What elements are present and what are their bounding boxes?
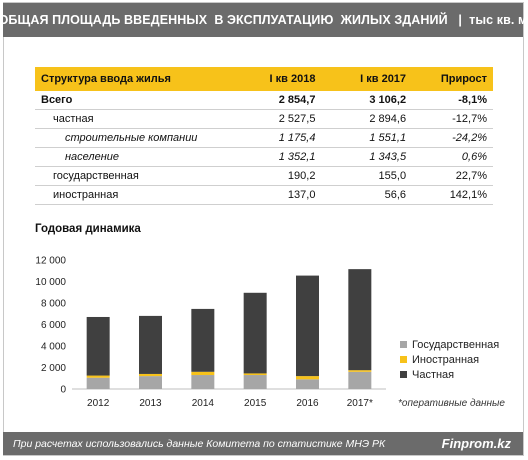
row-value-2018: 2 527,5 xyxy=(230,109,322,129)
bar-государственная-2016 xyxy=(296,379,319,389)
row-label: государственная xyxy=(35,166,231,186)
table-row: государственная 190,2 155,0 22,7% xyxy=(35,166,493,186)
bar-государственная-2015 xyxy=(243,375,267,389)
bar-иностранная-2013 xyxy=(139,373,162,377)
bar-иностранная-2016 xyxy=(296,376,319,380)
row-growth: -8,1% xyxy=(412,91,493,110)
row-value-2017: 3 106,2 xyxy=(321,91,413,110)
x-tick-label: 2015 xyxy=(244,398,267,409)
bar-иностранная-2014 xyxy=(191,371,215,376)
bar-частная-2017* xyxy=(348,269,372,371)
bar-частная-2015 xyxy=(243,292,267,374)
title-bar: ОБЩАЯ ПЛОЩАДЬ ВВЕДЕННЫХ В ЭКСПЛУАТАЦИЮ Ж… xyxy=(0,3,527,37)
row-label: иностранная xyxy=(35,185,231,205)
y-tick-label: 12 000 xyxy=(35,256,66,267)
y-tick-label: 2 000 xyxy=(41,363,66,374)
legend-swatch xyxy=(400,371,407,378)
x-tick-label: 2012 xyxy=(87,398,110,409)
bar-частная-2013 xyxy=(139,315,162,374)
row-label: строительные компании xyxy=(35,128,231,148)
row-label: частная xyxy=(35,109,231,129)
col-header-growth: Прирост xyxy=(412,67,493,91)
bar-частная-2012 xyxy=(86,316,110,376)
legend-swatch xyxy=(400,356,407,363)
row-value-2017: 1 551,1 xyxy=(321,128,413,148)
bar-частная-2016 xyxy=(296,275,319,377)
row-value-2017: 56,6 xyxy=(321,185,413,205)
row-growth: 142,1% xyxy=(412,185,493,205)
table-row: иностранная 137,0 56,6 142,1% xyxy=(35,185,493,205)
y-tick-label: 8 000 xyxy=(41,299,66,310)
x-tick-label: 2014 xyxy=(192,398,215,409)
row-growth: -12,7% xyxy=(412,109,493,129)
legend-label: Государственная xyxy=(412,339,499,351)
row-label: Всего xyxy=(35,91,231,110)
row-value-2017: 2 894,6 xyxy=(321,109,413,129)
row-value-2017: 155,0 xyxy=(321,166,413,186)
page-title: ОБЩАЯ ПЛОЩАДЬ ВВЕДЕННЫХ В ЭКСПЛУАТАЦИЮ Ж… xyxy=(0,13,528,27)
row-growth: 0,6% xyxy=(412,147,493,167)
y-tick-label: 0 xyxy=(60,385,66,396)
legend-label: Частная xyxy=(412,369,454,381)
table-row: население 1 352,1 1 343,5 0,6% xyxy=(35,147,493,167)
row-value-2018: 190,2 xyxy=(230,166,322,186)
structure-table: Структура ввода жилья I кв 2018 I кв 201… xyxy=(35,67,493,205)
brand-logo: Finprom.kz xyxy=(441,436,511,451)
legend-swatch xyxy=(400,341,407,348)
x-tick-label: 2016 xyxy=(296,398,319,409)
bar-государственная-2014 xyxy=(191,375,215,389)
bar-государственная-2013 xyxy=(139,376,162,389)
table-row: Всего 2 854,7 3 106,2 -8,1% xyxy=(35,91,493,110)
bar-государственная-2017* xyxy=(348,371,372,389)
bar-иностранная-2012 xyxy=(86,375,110,378)
bar-государственная-2012 xyxy=(86,377,110,389)
table-header-row: Структура ввода жилья I кв 2018 I кв 201… xyxy=(35,67,493,91)
y-tick-label: 10 000 xyxy=(35,277,66,288)
row-growth: -24,2% xyxy=(412,128,493,148)
x-tick-label: 2017* xyxy=(347,398,373,409)
legend-label: Иностранная xyxy=(412,354,479,366)
bar-иностранная-2015 xyxy=(243,373,267,376)
row-value-2017: 1 343,5 xyxy=(321,147,413,167)
row-label: население xyxy=(35,147,231,167)
row-value-2018: 137,0 xyxy=(230,185,322,205)
source-note: При расчетах использовались данные Комит… xyxy=(13,437,386,450)
col-header-2018: I кв 2018 xyxy=(230,67,322,91)
chart-title: Годовая динамика xyxy=(35,223,141,235)
x-tick-label: 2013 xyxy=(139,398,162,409)
table-row: частная 2 527,5 2 894,6 -12,7% xyxy=(35,109,493,129)
row-value-2018: 2 854,7 xyxy=(230,91,322,110)
y-tick-label: 6 000 xyxy=(41,320,66,331)
table-row: строительные компании 1 175,4 1 551,1 -2… xyxy=(35,128,493,148)
footer: При расчетах использовались данные Комит… xyxy=(3,432,523,455)
row-value-2018: 1 175,4 xyxy=(230,128,322,148)
row-value-2018: 1 352,1 xyxy=(230,147,322,167)
bar-иностранная-2017* xyxy=(348,370,372,372)
y-tick-label: 4 000 xyxy=(41,342,66,353)
bar-частная-2014 xyxy=(191,308,215,372)
col-header-2017: I кв 2017 xyxy=(321,67,413,91)
row-growth: 22,7% xyxy=(412,166,493,186)
col-header-structure: Структура ввода жилья xyxy=(35,67,231,91)
chart-note: *оперативные данные xyxy=(398,398,505,409)
